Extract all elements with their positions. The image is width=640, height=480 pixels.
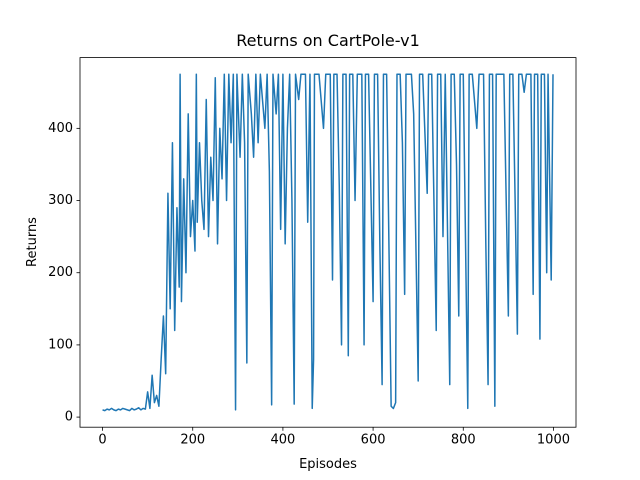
x-tick-label: 0 (98, 433, 106, 448)
y-tick-label: 300 (48, 193, 73, 208)
plot-frame (79, 57, 577, 428)
y-tick-label: 400 (48, 121, 73, 136)
x-tick-label: 800 (451, 433, 476, 448)
data-line (102, 73, 554, 412)
chart-title: Returns on CartPole-v1 (236, 31, 420, 50)
y-tick-label: 0 (65, 410, 73, 425)
x-tick-label: 200 (180, 433, 205, 448)
y-tick-label: 100 (48, 337, 73, 352)
y-tick-label: 200 (48, 265, 73, 280)
x-axis-label: Episodes (299, 457, 357, 472)
y-axis-label: Returns (25, 217, 40, 267)
x-tick-label: 400 (270, 433, 295, 448)
x-tick-label: 600 (361, 433, 386, 448)
x-tick-label: 1000 (537, 433, 570, 448)
